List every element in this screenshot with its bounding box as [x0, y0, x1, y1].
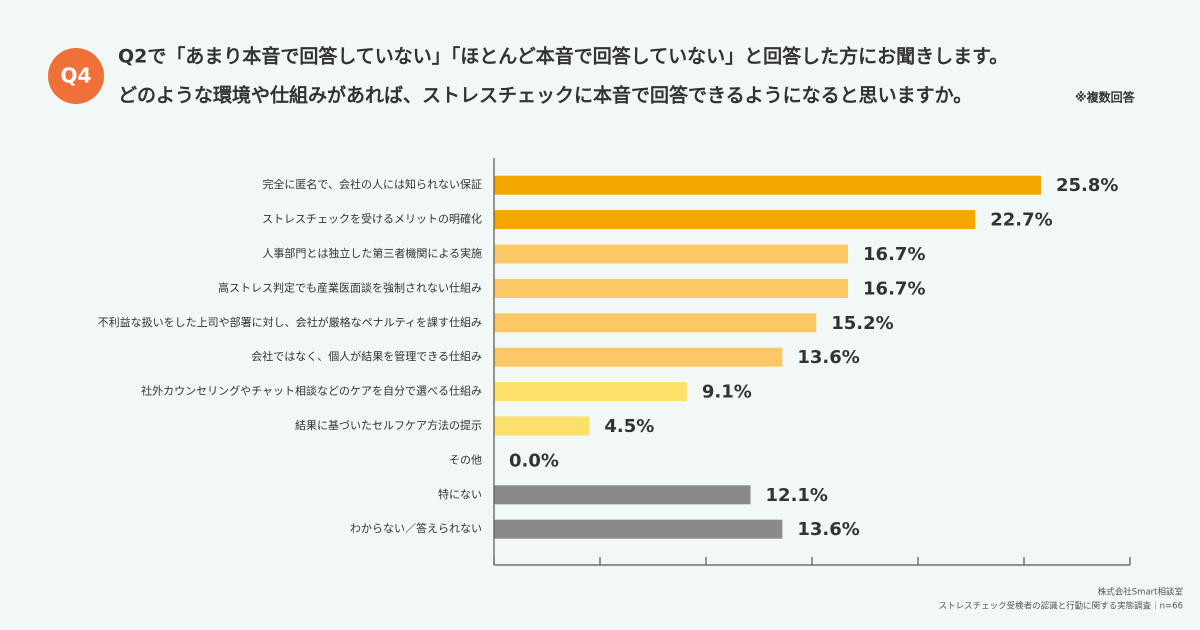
chart-subtitle: どのような環境や仕組みがあれば、ストレスチェックに本音で回答できるようになると思…: [118, 84, 972, 107]
bar: [494, 244, 849, 264]
bar: [494, 485, 751, 505]
value-label: 16.7%: [863, 278, 925, 299]
category-label: 不利益な扱いをした上司や部署に対し、会社が厳格なペナルティを課す仕組み: [98, 315, 482, 329]
category-label: 特にない: [438, 487, 482, 501]
value-label: 9.1%: [702, 382, 752, 403]
value-label: 0.0%: [509, 450, 559, 471]
value-label: 4.5%: [604, 416, 654, 437]
category-label: 会社ではなく、個人が結果を管理できる仕組み: [251, 349, 482, 363]
chart-title: Q2で「あまり本音で回答していない」「ほとんど本音で回答していない」と回答した方…: [118, 45, 1008, 68]
bar: [494, 347, 783, 367]
question-label: Q4: [61, 64, 92, 88]
category-label: 社外カウンセリングやチャット相談などのケアを自分で選べる仕組み: [141, 384, 482, 398]
value-label: 25.8%: [1056, 175, 1118, 196]
category-label: ストレスチェックを受けるメリットの明確化: [262, 212, 482, 226]
value-label: 13.6%: [797, 519, 859, 540]
bar: [494, 210, 976, 230]
value-label: 22.7%: [990, 210, 1052, 231]
value-label: 16.7%: [863, 244, 925, 265]
bar: [494, 416, 590, 436]
bar: [494, 313, 817, 333]
note: ※複数回答: [1075, 90, 1136, 105]
question-badge: [48, 48, 104, 104]
value-label: 12.1%: [766, 485, 828, 506]
source: 株式会社Smart相談室: [1098, 587, 1184, 598]
category-label: その他: [449, 453, 482, 466]
bar: [494, 175, 1041, 195]
value-label: 15.2%: [831, 313, 893, 334]
category-label: わからない／答えられない: [350, 521, 482, 535]
bar: [494, 278, 849, 298]
bar: [494, 519, 783, 539]
category-label: 完全に匿名で、会社の人には知られない保証: [262, 177, 482, 191]
bar: [494, 382, 687, 402]
category-label: 人事部門とは独立した第三者機関による実施: [262, 246, 482, 260]
category-label: 高ストレス判定でも産業医面談を強制されない仕組み: [218, 280, 482, 294]
value-label: 13.6%: [797, 347, 859, 368]
category-label: 結果に基づいたセルフケア方法の提示: [295, 418, 482, 432]
source: ストレスチェック受検者の認識と行動に関する実態調査｜n=66: [939, 601, 1183, 612]
